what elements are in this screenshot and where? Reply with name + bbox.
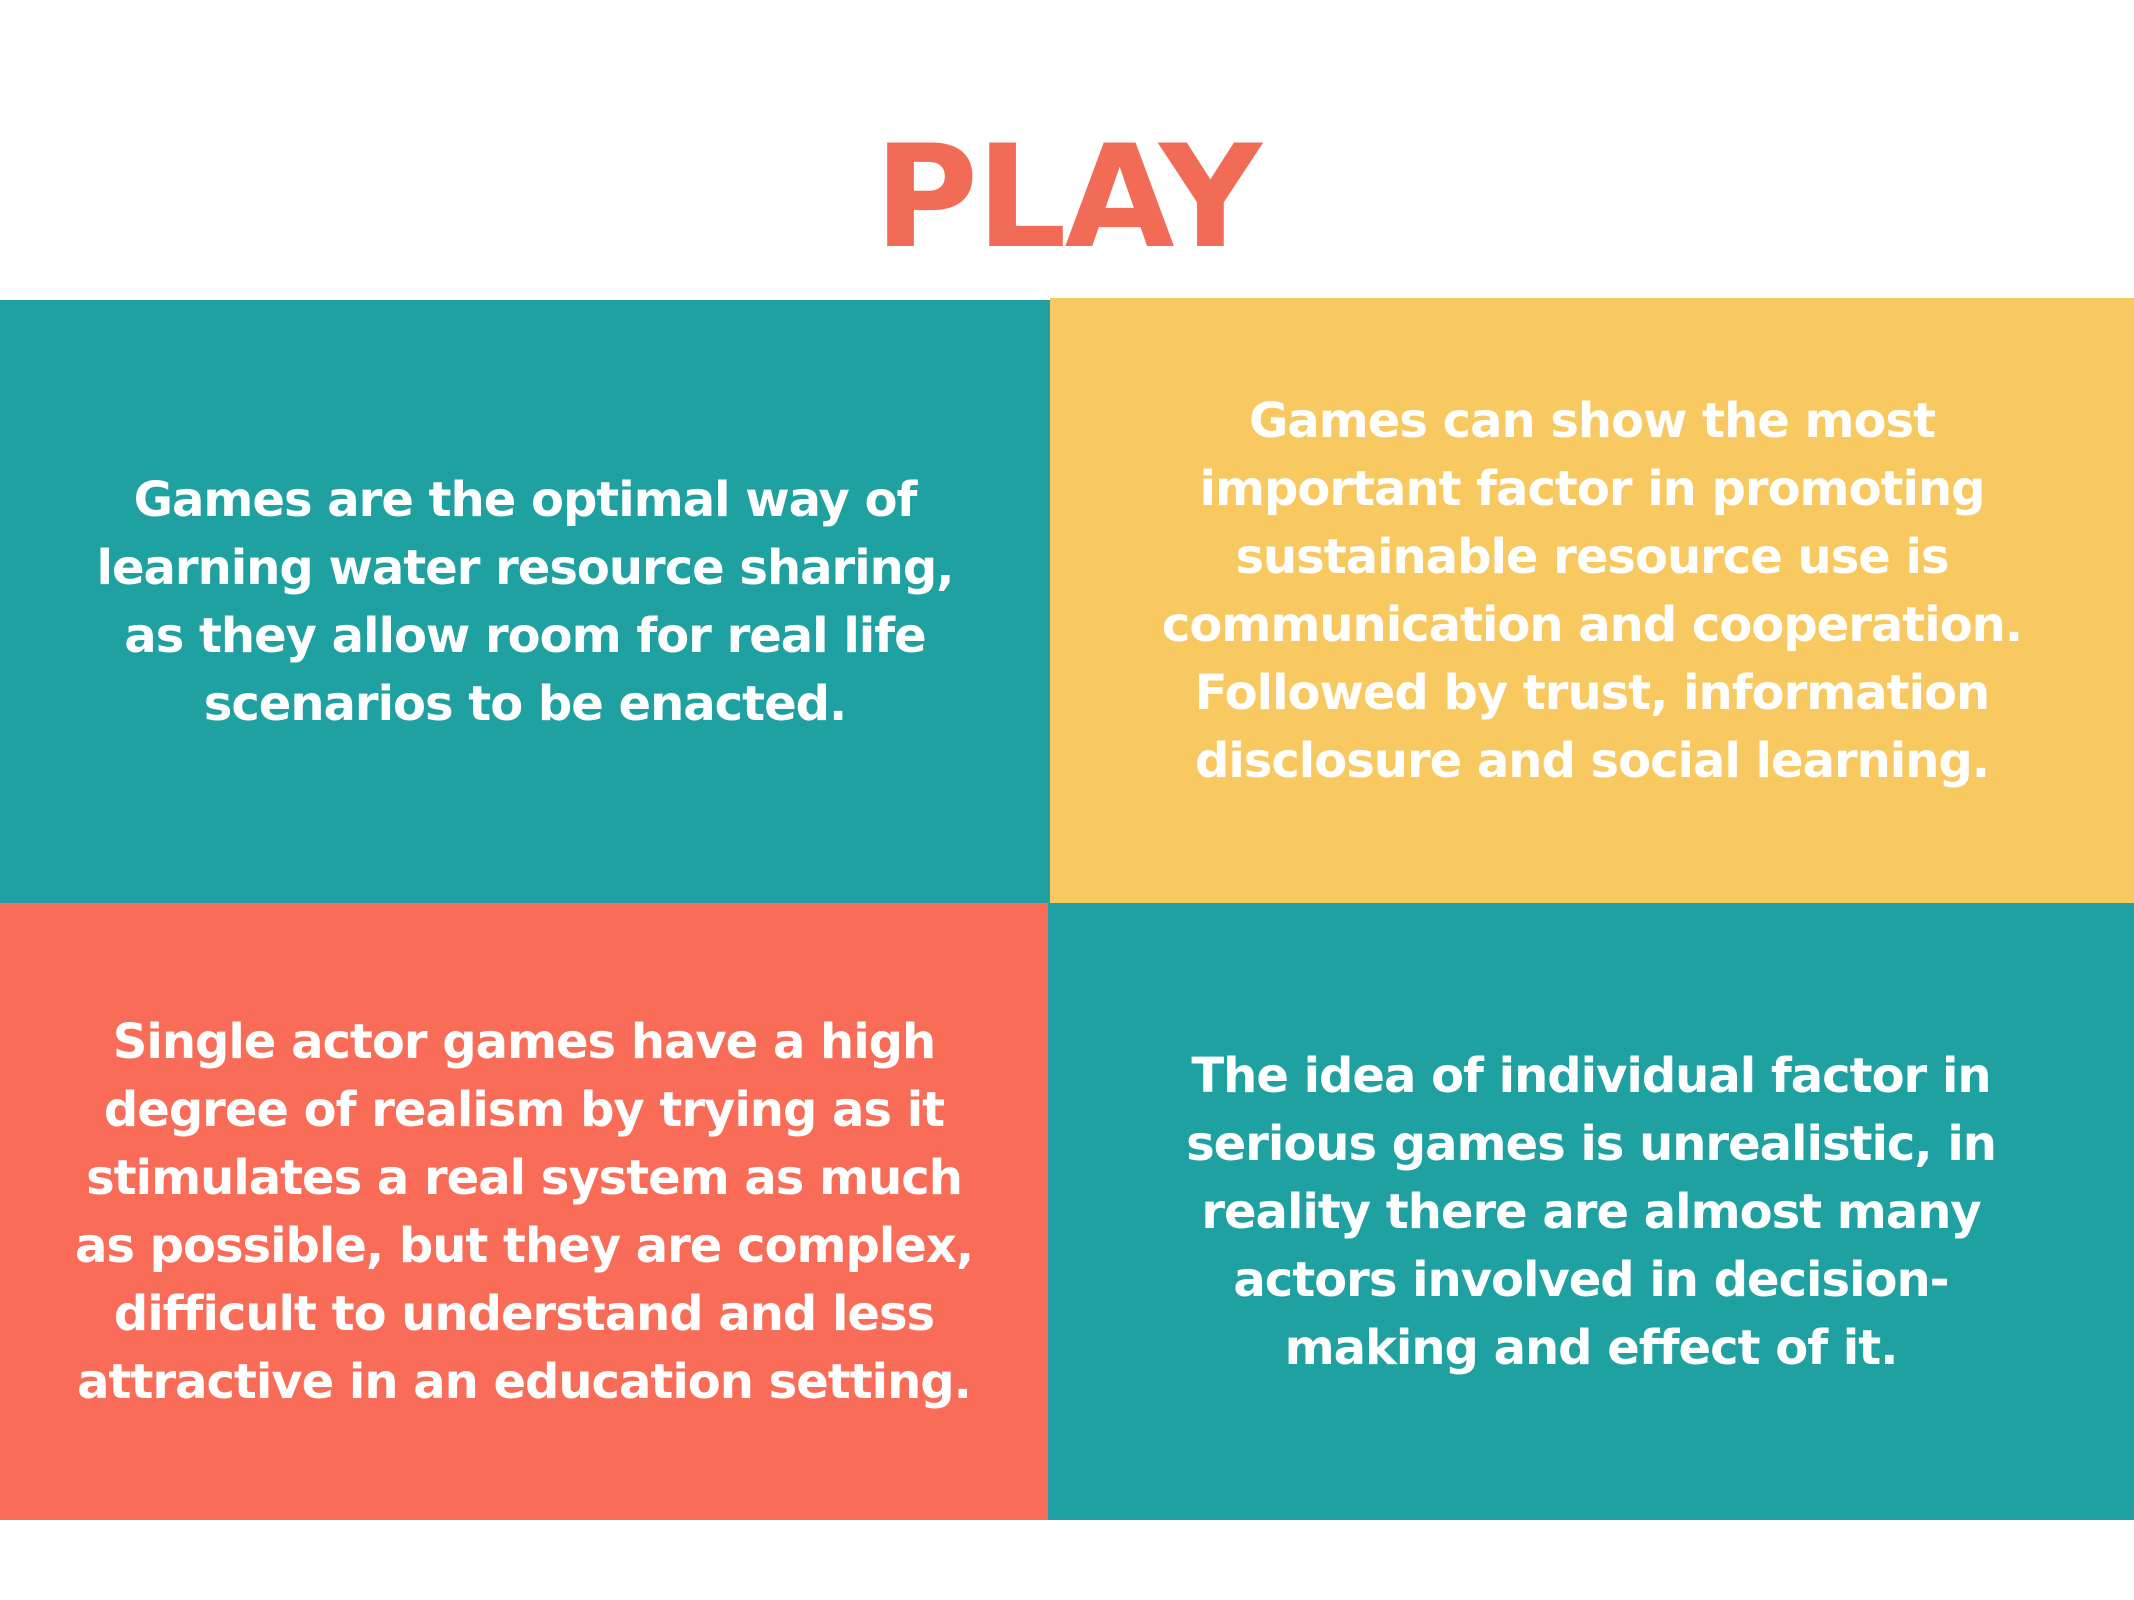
panel-top-right: Games can show the most important factor… (1050, 298, 2134, 903)
panel-top-right-text: Games can show the most important factor… (1161, 392, 2023, 789)
panel-top-left-text: Games are the optimal way of learning wa… (96, 471, 955, 732)
panel-bottom-left: Single actor games have a high degree of… (0, 903, 1048, 1520)
panel-bottom-right-text: The idea of individual factor in serious… (1186, 1047, 1997, 1376)
page-title: PLAY (874, 115, 1262, 280)
panel-top-left: Games are the optimal way of learning wa… (0, 300, 1050, 903)
panel-bottom-right: The idea of individual factor in serious… (1048, 903, 2134, 1520)
panel-bottom-left-text: Single actor games have a high degree of… (74, 1013, 974, 1410)
